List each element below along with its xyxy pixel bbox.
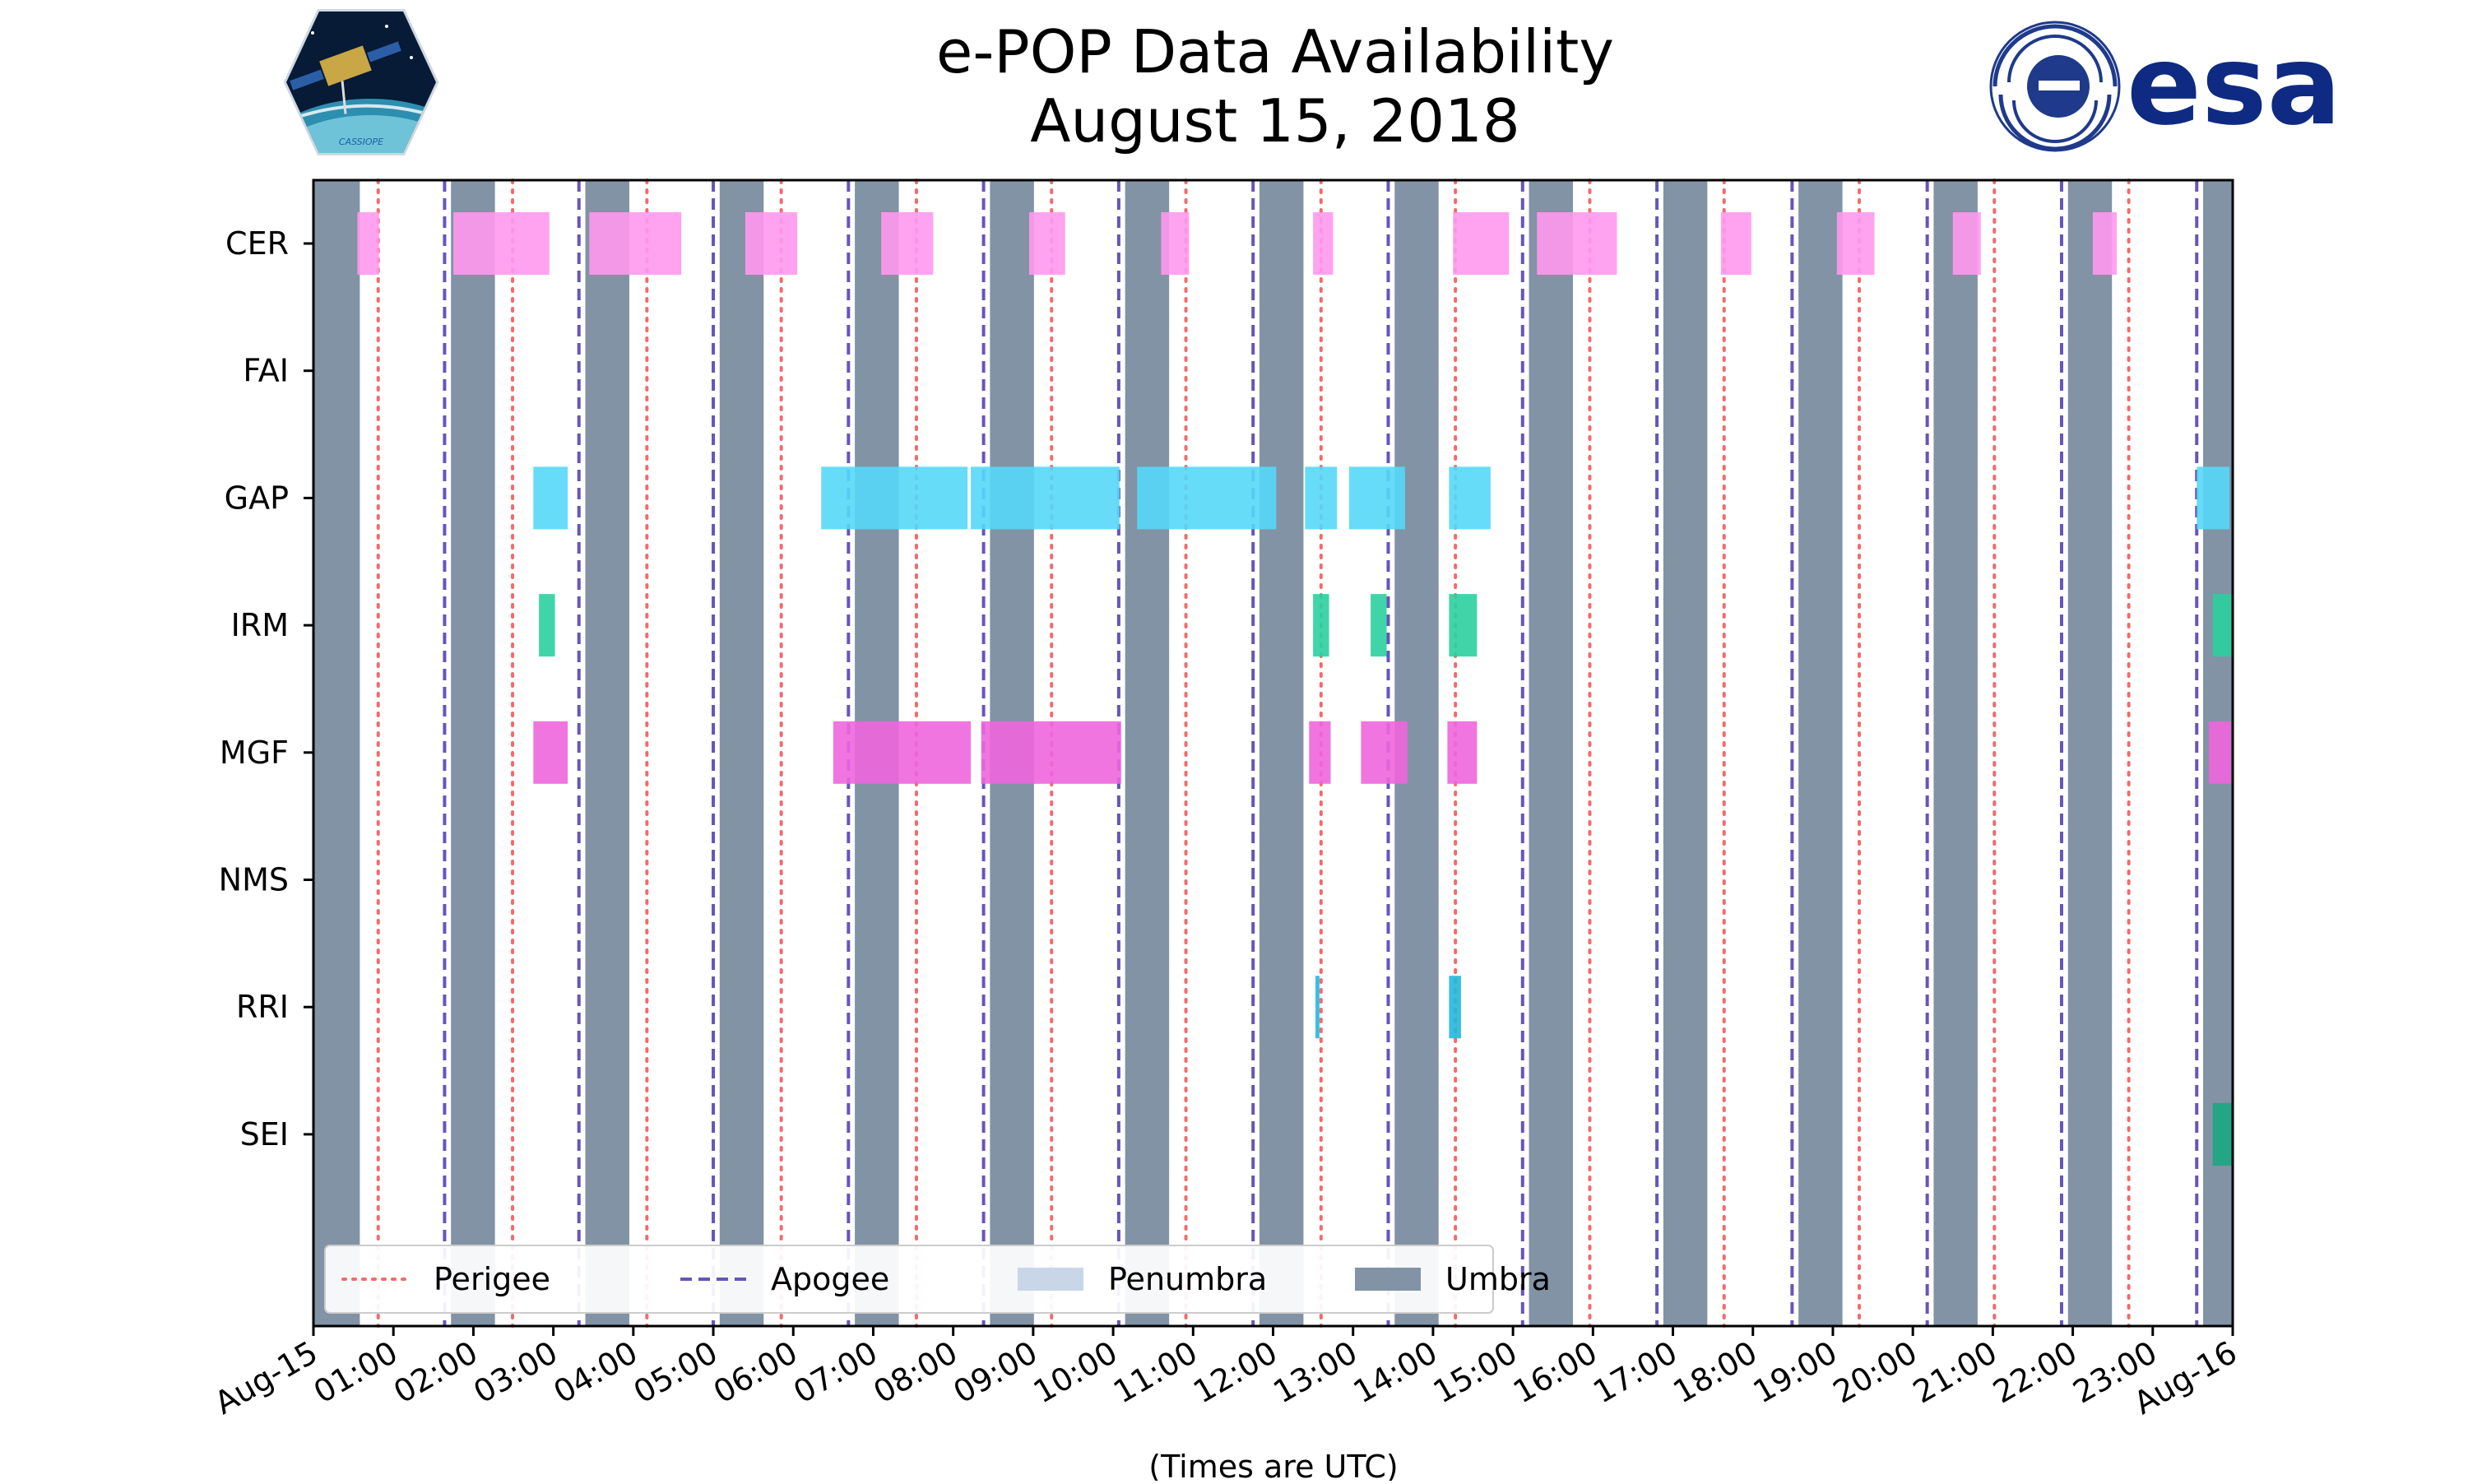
data-bar-gap (971, 466, 1120, 530)
legend-box (324, 1245, 1494, 1314)
y-tick-label: NMS (219, 862, 289, 898)
x-axis-label: (Times are UTC) (1148, 1449, 1398, 1481)
data-bar-cer (1313, 212, 1334, 275)
data-bar-cer (881, 212, 934, 275)
esa-logo: esa (1989, 21, 2341, 152)
data-bar-mgf (533, 721, 568, 784)
legend-label: Umbra (1445, 1261, 1551, 1297)
umbra-band (1933, 180, 1978, 1326)
data-bar-irm (539, 594, 555, 657)
data-bar-mgf (981, 721, 1121, 784)
data-bar-irm (1371, 594, 1387, 657)
data-bars (357, 212, 2233, 1166)
umbra-band (1125, 180, 1170, 1326)
cassiope-logo-text: CASSIOPE (339, 137, 383, 147)
y-tick-label: MGF (220, 735, 289, 771)
data-bar-mgf (1447, 721, 1478, 784)
legend-label: Apogee (771, 1261, 889, 1297)
legend-label: Penumbra (1108, 1261, 1267, 1297)
data-bar-gap (1449, 466, 1491, 530)
data-bar-gap (533, 466, 568, 530)
data-bar-cer (589, 212, 682, 275)
umbra-band (585, 180, 629, 1326)
umbra-band (1798, 180, 1843, 1326)
umbra-band (719, 180, 764, 1326)
umbra-band (1529, 180, 1574, 1326)
data-bar-sei (2212, 1102, 2233, 1166)
data-bar-cer (453, 212, 550, 275)
orbit-lines (376, 179, 2199, 1328)
data-bar-rri (1449, 976, 1461, 1039)
data-bar-mgf (833, 721, 972, 784)
data-bar-gap (1137, 466, 1277, 530)
data-bar-cer (1952, 212, 1981, 275)
data-bar-mgf (2208, 721, 2232, 784)
y-tick-label: RRI (236, 989, 289, 1025)
data-bar-irm (1449, 594, 1478, 657)
data-bar-cer (1029, 212, 1065, 275)
chart-title: e-POP Data Availability (936, 17, 1614, 86)
data-bar-cer (745, 212, 798, 275)
legend-swatch (1018, 1268, 1083, 1291)
data-bar-cer (1161, 212, 1190, 275)
data-bar-irm (1313, 594, 1329, 657)
y-tick-label: GAP (225, 480, 289, 516)
data-bar-cer (1537, 212, 1617, 275)
chart-subtitle: August 15, 2018 (1030, 86, 1519, 155)
umbra-band (451, 180, 495, 1326)
data-bar-cer (357, 212, 379, 275)
y-tick-label: FAI (243, 353, 289, 389)
y-tick-label: CER (225, 225, 289, 262)
umbra-band (1663, 180, 1708, 1326)
data-bar-cer (1836, 212, 1875, 275)
data-bar-cer (1453, 212, 1510, 275)
data-bar-gap (821, 466, 968, 530)
data-bar-mgf (1361, 721, 1408, 784)
y-tick-label: IRM (231, 607, 289, 643)
data-bar-irm (2212, 594, 2233, 657)
data-bar-cer (2092, 212, 2118, 275)
data-bar-gap (1305, 466, 1338, 530)
umbra-band (313, 180, 360, 1326)
data-bar-gap (2197, 466, 2230, 530)
data-bar-gap (1348, 466, 1405, 530)
umbra-band (1259, 180, 1304, 1326)
legend-swatch (1355, 1268, 1421, 1291)
data-bar-rri (1315, 976, 1320, 1039)
data-bar-mgf (1309, 721, 1331, 784)
data-bar-cer (1720, 212, 1751, 275)
legend: Perigee Apogee Penumbra Umbra (324, 1245, 1551, 1314)
umbra-band (2067, 180, 2113, 1326)
esa-logo-text: esa (2127, 21, 2341, 150)
umbra-bands (313, 180, 2233, 1326)
y-tick-label: SEI (240, 1116, 289, 1152)
legend-label: Perigee (434, 1261, 550, 1297)
